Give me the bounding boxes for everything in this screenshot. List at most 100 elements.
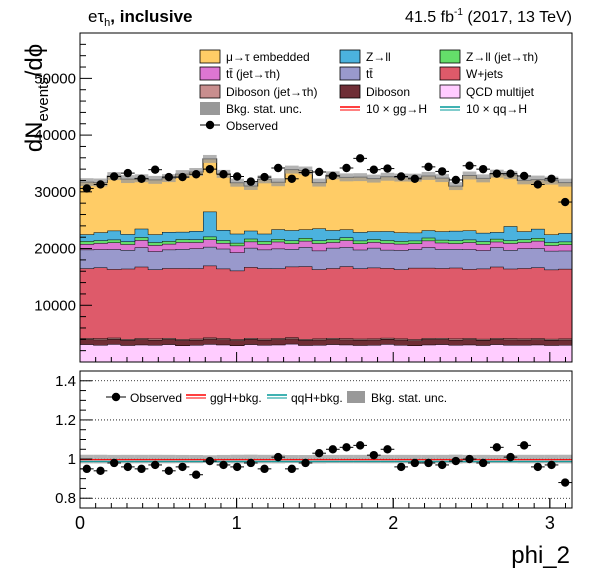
legend-label-wj: W+jets <box>466 67 503 81</box>
ratio-point-13 <box>260 464 269 474</box>
lumi-exponent: -1 <box>454 7 463 18</box>
observed-point-19 <box>342 163 351 173</box>
observed-point-12 <box>246 177 256 186</box>
ratio-point-12 <box>246 458 256 468</box>
observed-point-10 <box>219 170 228 179</box>
observed-point-33 <box>533 180 543 189</box>
legend-label-zllj: Z→ll (jet→τh) <box>466 50 538 64</box>
observed-point-30 <box>492 169 502 178</box>
observed-point-7 <box>178 172 187 182</box>
ratio-point-32 <box>519 441 529 450</box>
legend-swatch-qcd <box>439 84 461 99</box>
main-panel: 10000 20000 30000 40000 50000 μ→τ embedded Z→… <box>34 32 573 363</box>
ratio-point-17 <box>314 449 324 458</box>
observed-point-4 <box>137 174 146 183</box>
ratio-ytick-label-0: 0.8 <box>55 490 76 507</box>
observed-point-13 <box>260 172 269 182</box>
legend-label-tt: tt̄ <box>366 67 373 81</box>
observed-point-17 <box>314 167 324 177</box>
ratio-point-19 <box>342 443 351 452</box>
legend-label-ggh: 10 × gg→H <box>366 102 427 116</box>
observed-point-15 <box>287 174 297 183</box>
unc-bin-25 <box>421 171 436 180</box>
ratio-point-20 <box>355 441 365 450</box>
observed-point-28 <box>465 161 474 170</box>
ratio-unc-bin-10 <box>216 454 231 464</box>
ratio-point-9 <box>205 456 215 466</box>
legend-line-bg-qqh <box>440 105 460 111</box>
unc-bin-33 <box>531 175 545 184</box>
legend-label-emb: μ→τ embedded <box>226 50 310 64</box>
observed-point-8 <box>191 170 201 179</box>
ratio-point-30 <box>492 443 502 452</box>
legend-swatch-vv <box>339 84 361 99</box>
stack-area-tt <box>80 246 572 271</box>
ratio-unc-bin-19 <box>339 454 354 464</box>
ratio-legend-label-qqh: qqH+bkg. <box>291 391 343 405</box>
observed-point-6 <box>164 172 174 182</box>
unc-bin-0 <box>80 178 94 187</box>
main-ytick-label-4: 50000 <box>34 70 76 87</box>
ratio-point-16 <box>301 458 310 468</box>
ratio-point-14 <box>273 452 283 462</box>
ratio-point-6 <box>164 466 174 476</box>
unc-bin-17 <box>312 178 326 187</box>
ratio-point-33 <box>533 462 543 472</box>
unc-bin-32 <box>517 176 531 185</box>
ratio-point-31 <box>506 452 515 462</box>
observed-point-34 <box>547 174 556 183</box>
ratio-legend-label-unc: Bkg. stat. unc. <box>371 391 447 405</box>
unc-bin-12 <box>244 182 258 190</box>
ratio-ytick-label-3: 1.4 <box>55 373 76 390</box>
observed-point-9 <box>205 164 215 174</box>
observed-point-3 <box>123 168 133 178</box>
ratio-point-15 <box>287 464 297 474</box>
ratio-point-22 <box>383 445 392 454</box>
observed-points <box>80 154 572 207</box>
y-axis-title-main: dN <box>21 121 48 152</box>
main-ytick-label-2: 30000 <box>34 184 76 201</box>
observed-point-23 <box>396 172 406 181</box>
observed-point-16 <box>301 168 310 177</box>
ratio-point-0 <box>82 464 92 474</box>
unc-bin-14 <box>271 178 285 187</box>
lumi-value: 41.5 fb <box>405 9 454 26</box>
unc-bin-5 <box>148 175 162 184</box>
channel-label-prefix: eτ <box>88 7 104 26</box>
observed-point-20 <box>355 154 365 163</box>
legend-swatch-ttj <box>199 66 221 81</box>
ratio-unc-bin-5 <box>148 454 162 464</box>
unc-bin-3 <box>121 175 135 184</box>
legend-swatch-wj <box>439 66 461 81</box>
observed-point-18 <box>328 171 338 181</box>
main-legend: μ→τ embedded Z→ll Z→ll (jet→τh) tt̄ (jet→τh… <box>199 49 538 133</box>
unc-bin-20 <box>353 173 367 182</box>
observed-point-35 <box>560 197 570 207</box>
observed-point-25 <box>424 162 433 172</box>
ratio-unc-bin-30 <box>490 454 504 464</box>
unc-bin-19 <box>339 173 354 182</box>
channel-label-sub: h <box>104 17 110 29</box>
observed-point-21 <box>369 165 379 174</box>
ratio-point-27 <box>451 456 461 466</box>
legend-label-obs: Observed <box>226 119 278 133</box>
unc-bin-22 <box>380 172 395 181</box>
unc-bin-35 <box>558 178 572 187</box>
legend-label-vv: Diboson <box>366 85 410 99</box>
lumi-suffix: (2017, 13 TeV) <box>463 9 572 26</box>
legend-label-qqh: 10 × qq→H <box>466 102 527 116</box>
ratio-point-28 <box>465 454 474 464</box>
observed-point-27 <box>451 175 461 185</box>
ratio-point-3 <box>123 462 133 472</box>
unc-bin-15 <box>285 165 299 174</box>
observed-point-31 <box>506 169 515 178</box>
ratio-point-11 <box>232 462 242 472</box>
y-axis-title: dNevents/dϕ <box>21 44 52 152</box>
ratio-point-24 <box>410 458 420 468</box>
legend-label-qcd: QCD multijet <box>466 85 535 99</box>
ratio-point-5 <box>150 460 160 470</box>
ratio-xtick-label-1: 1 <box>232 513 242 533</box>
observed-point-1 <box>96 180 105 189</box>
ratio-unc-bin-3 <box>121 454 135 464</box>
y-axis-title-tail: /dϕ <box>21 44 48 77</box>
